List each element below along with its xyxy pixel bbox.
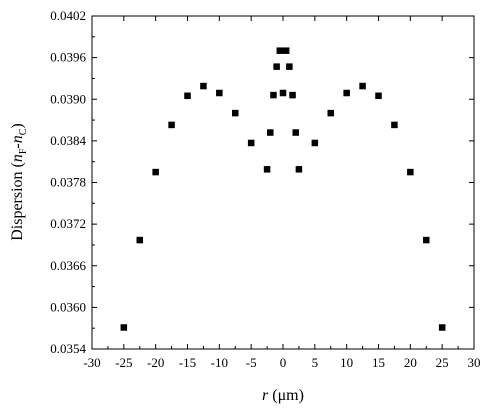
data-point bbox=[184, 92, 191, 100]
data-point bbox=[216, 89, 223, 97]
data-point bbox=[267, 129, 274, 136]
data-point bbox=[263, 166, 271, 173]
x-tick-label: 0 bbox=[280, 355, 287, 370]
axis-ticks bbox=[91, 15, 475, 350]
data-point bbox=[311, 139, 319, 147]
data-point bbox=[292, 129, 299, 136]
y-tick-label: 0.0396 bbox=[50, 50, 86, 65]
data-point bbox=[282, 47, 290, 54]
x-tick-label: -5 bbox=[246, 355, 257, 370]
data-point bbox=[276, 47, 284, 54]
x-tick-label: 15 bbox=[372, 355, 385, 370]
x-tick-label: -15 bbox=[179, 355, 196, 370]
data-point bbox=[375, 92, 382, 100]
data-point bbox=[270, 91, 277, 99]
data-point bbox=[407, 168, 414, 176]
data-point bbox=[279, 89, 287, 97]
x-axis-label: r (μm) bbox=[262, 387, 304, 404]
y-tick-label: 0.0354 bbox=[50, 341, 86, 356]
data-point bbox=[438, 324, 446, 331]
y-label-sub-second: C bbox=[18, 128, 29, 135]
x-tick-label: 10 bbox=[340, 355, 353, 370]
x-tick-label: 20 bbox=[404, 355, 417, 370]
x-tick-label: -25 bbox=[115, 355, 132, 370]
data-points bbox=[120, 47, 446, 331]
data-point bbox=[289, 91, 296, 99]
data-point bbox=[200, 82, 207, 90]
data-point bbox=[168, 121, 175, 129]
y-tick-label: 0.0360 bbox=[50, 299, 86, 314]
data-point bbox=[232, 109, 239, 117]
data-point bbox=[286, 63, 293, 70]
data-point bbox=[120, 324, 128, 331]
plot-frame bbox=[91, 15, 475, 350]
data-point bbox=[423, 236, 430, 244]
data-point bbox=[343, 89, 350, 97]
y-label-suffix: ) bbox=[9, 123, 26, 128]
y-tick-label: 0.0372 bbox=[50, 216, 86, 231]
y-label-prefix: Dispersion ( bbox=[9, 162, 26, 241]
y-label-n-first: n bbox=[9, 154, 26, 162]
x-tick-label: -30 bbox=[83, 355, 100, 370]
x-tick-label: -10 bbox=[211, 355, 228, 370]
data-point bbox=[391, 121, 398, 129]
y-tick-label: 0.0366 bbox=[50, 258, 86, 273]
data-point bbox=[136, 236, 143, 244]
y-label-sub-first: F bbox=[18, 148, 29, 154]
x-tick-labels: -30 -25 -20 -15 -10 -5 0 5 10 15 20 25 30 bbox=[83, 355, 480, 370]
y-tick-labels: 0.0354 0.0360 0.0366 0.0372 0.0378 0.0384 0.03… bbox=[50, 8, 86, 356]
y-axis-label: Dispersion (nF-nC) bbox=[9, 123, 29, 241]
data-point bbox=[152, 168, 159, 176]
y-label-dash: - bbox=[9, 143, 26, 148]
y-tick-label: 0.0378 bbox=[50, 175, 86, 190]
y-tick-label: 0.0390 bbox=[50, 91, 86, 106]
x-axis-unit: (μm) bbox=[268, 387, 304, 404]
data-point bbox=[273, 63, 280, 70]
data-point bbox=[295, 166, 303, 173]
x-axis-variable: r bbox=[262, 387, 269, 404]
x-tick-label: 30 bbox=[468, 355, 481, 370]
data-point bbox=[247, 139, 255, 147]
y-tick-label: 0.0402 bbox=[50, 8, 86, 23]
data-point bbox=[327, 109, 334, 117]
x-tick-label: -20 bbox=[147, 355, 164, 370]
y-tick-label: 0.0384 bbox=[50, 133, 86, 148]
x-tick-label: 25 bbox=[436, 355, 449, 370]
x-tick-label: 5 bbox=[312, 355, 319, 370]
data-point bbox=[359, 82, 366, 90]
y-label-n-second: n bbox=[9, 135, 26, 143]
